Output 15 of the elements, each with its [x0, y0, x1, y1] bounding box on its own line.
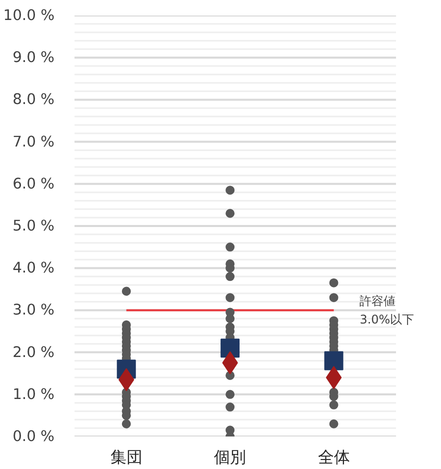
y-tick-label: 0.0 % — [12, 428, 55, 445]
y-tick-label: 1.0 % — [12, 386, 55, 403]
x-tick-label: 個別 — [214, 448, 246, 466]
y-tick-label: 8.0 % — [12, 91, 55, 108]
x-tick-label: 全体 — [318, 448, 350, 466]
y-tick-label: 9.0 % — [12, 49, 55, 66]
y-tick-label: 7.0 % — [12, 133, 55, 150]
y-tick-label: 10.0 % — [3, 7, 55, 24]
y-tick-label: 6.0 % — [12, 175, 55, 192]
ref-line-label: 許容値 3.0%以下 — [360, 294, 414, 326]
x-tick-label: 集団 — [110, 448, 142, 466]
y-tick-label: 2.0 % — [12, 344, 55, 361]
y-tick-label: 4.0 % — [12, 260, 55, 277]
y-tick-label: 5.0 % — [12, 218, 55, 234]
y-tick-label: 3.0 % — [12, 302, 55, 319]
